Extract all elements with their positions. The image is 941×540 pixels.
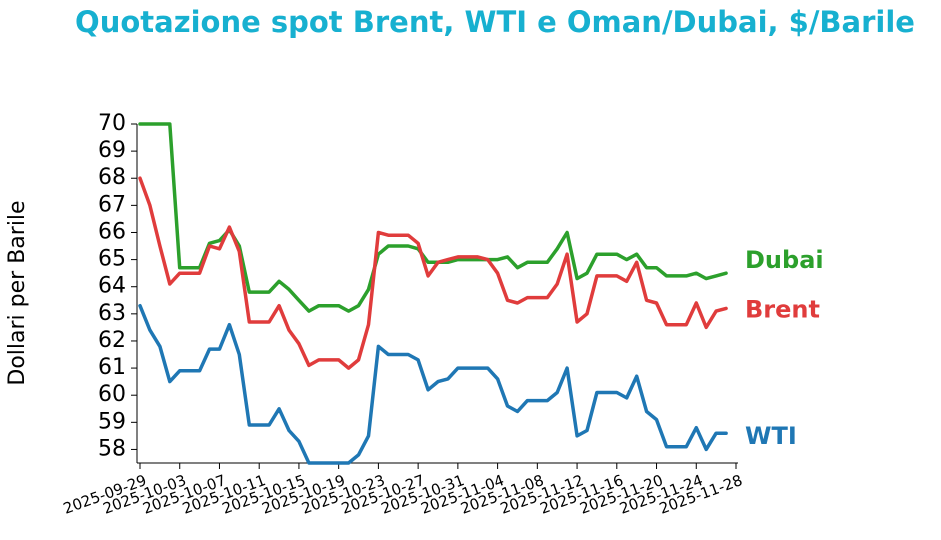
y-tick-label: 59	[98, 409, 126, 434]
y-axis-label: Dollari per Barile	[5, 200, 30, 385]
series-label: Dubai	[745, 246, 824, 274]
series-line	[138, 303, 728, 465]
y-tick-label: 69	[98, 138, 126, 163]
y-tick-label: 64	[98, 274, 126, 299]
y-tick-label: 58	[98, 436, 126, 461]
y-tick-label: 66	[98, 219, 126, 244]
y-tick-label: 62	[98, 328, 126, 353]
series-label: Brent	[745, 295, 820, 323]
y-tick-label: 70	[98, 111, 126, 136]
y-tick-label: 61	[98, 355, 126, 380]
series-line	[138, 122, 728, 313]
y-tick-label: 68	[98, 165, 126, 190]
y-tick-label: 60	[98, 382, 126, 407]
y-tick-label: 67	[98, 192, 126, 217]
y-tick-label: 65	[98, 247, 126, 272]
series-label: WTI	[745, 422, 797, 450]
y-tick-label: 63	[98, 301, 126, 326]
series-line	[138, 176, 728, 370]
chart-title: Quotazione spot Brent, WTI e Oman/Dubai,…	[75, 5, 915, 39]
